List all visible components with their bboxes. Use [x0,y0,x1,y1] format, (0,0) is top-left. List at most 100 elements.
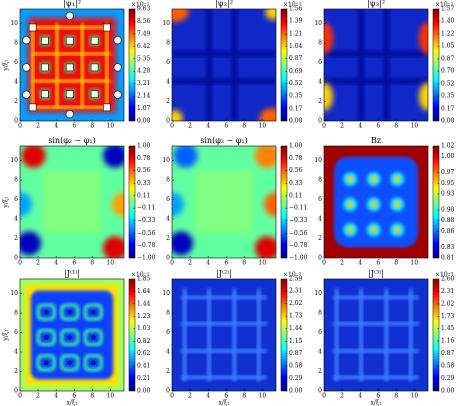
colorbar-tick-label: −0.78 [289,242,308,249]
field [172,9,189,22]
colorbar-tick-label: 0.88 [441,217,455,224]
colorbar-tick-label: 2.02 [441,300,455,307]
x-tick-label: 10 [259,260,267,267]
field [231,9,238,121]
colorbar-tick-label: 1.00 [289,143,303,150]
heatmap [20,279,124,391]
marker [103,23,111,32]
colorbar-tick-label: 2.59 [289,276,303,283]
field [419,22,428,55]
x-tick-label: 0 [322,260,326,267]
field [67,360,73,366]
colorbar-tick-label: −0.33 [137,217,156,224]
plot-frame [323,278,429,392]
marker [90,63,99,72]
colorbar-tick-label: 1.04 [289,43,303,50]
marker [90,90,99,99]
colorbar [432,8,440,122]
colorbar [432,145,440,259]
plot-frame [323,8,429,122]
field [32,52,111,56]
field [181,375,267,380]
colorbar-tick-label: 1.39 [289,18,303,25]
x-tick-label: 8 [90,393,94,400]
y-tick-label: 6 [166,329,170,336]
colorbar-tick-label: 0.83 [441,244,455,251]
field [370,226,377,233]
y-tick-label: 8 [318,40,322,47]
panel: sin(φ₂ − φ₁) 0 2 4 6 8 10 0 2 4 6 8 10 y/ξ₁ −1.00 −0.78… [3,136,156,267]
colorbar-tick-label: 1.85 [137,276,151,283]
colorbar-tick-label: −0.56 [289,230,308,237]
field [254,146,276,168]
x-tick-label: 4 [358,260,362,267]
colorbar-tick-label: −0.11 [289,205,307,212]
marker [113,36,122,45]
marker [28,103,37,112]
panel: |ψ₃|² 0 2 4 6 8 10 0 2 4 6 8 10 0.00 0.17 0.35 0.52 0.70 0… [314,0,454,130]
field [83,354,103,372]
colorbar-tick-label: 0.00 [289,388,303,395]
x-tick-label: 8 [242,123,246,130]
colorbar [432,278,440,392]
colorbar-tick-label: 5.35 [137,55,151,62]
field [32,79,111,83]
colorbar-tick-label: 0.58 [289,362,303,369]
colorbar-tick-label: 0.17 [441,105,455,112]
colorbar-tick-label: −0.33 [289,217,308,224]
y-tick-label: 6 [166,59,170,66]
x-tick-label: 10 [411,393,419,400]
colorbar-tick-label: 0.33 [289,180,303,187]
field [370,176,377,183]
colorbar-tick-label: 1.57 [441,6,455,13]
field [206,9,213,121]
field [408,288,413,382]
y-tick-label: 6 [166,196,170,203]
field [112,192,124,217]
field [259,108,276,121]
y-tick-label: 6 [14,59,18,66]
colorbar-tick-label: 0.93 [441,191,455,198]
colorbar-scale: ×10⁻³ [435,272,454,279]
heatmap [172,279,276,391]
colorbar-tick-label: 0.69 [289,68,303,75]
field [36,328,56,346]
x-tick-label: 4 [358,123,362,130]
colorbar-tick-label: 0.35 [289,92,303,99]
x-tick-label: 6 [376,123,380,130]
marker [41,90,49,99]
colorbar-tick-label: 0.17 [289,105,303,112]
panel: |J⁽³⁾| 0 2 4 6 8 10 0 2 4 6 8 10 x/ξ₁ 0.00 0.29 0.58 0.87… [314,269,454,406]
x-tick-label: 6 [72,393,76,400]
x-tick-label: 6 [72,123,76,130]
panel-title: |J⁽²⁾| [216,269,232,278]
field [333,375,419,380]
heatmap [172,9,276,121]
y-tick-label: 0 [318,118,322,125]
x-tick-label: 2 [340,260,344,267]
marker [41,63,49,72]
marker [22,36,31,45]
y-tick-label: 2 [166,235,170,242]
marker [65,11,74,20]
x-tick-label: 0 [322,123,326,130]
field [43,360,49,366]
x-tick-label: 0 [18,393,22,400]
field [60,303,80,321]
colorbar-tick-label: 0.81 [441,255,454,262]
y-tick-label: 4 [166,216,170,223]
y-tick-label: 0 [318,388,322,395]
plot-frame [171,278,277,392]
x-tick-label: 10 [107,260,115,267]
heatmap [324,9,428,121]
y-tick-label: 10 [162,157,170,164]
field [172,9,276,121]
colorbar-tick-label: 0.86 [441,228,455,235]
field [90,309,96,315]
colorbar-tick-label: −1.00 [289,255,308,262]
y-tick-label: 6 [14,329,18,336]
field [105,23,109,108]
colorbar [128,145,136,259]
x-tick-label: 0 [170,393,174,400]
y-tick-label: 4 [318,349,322,356]
